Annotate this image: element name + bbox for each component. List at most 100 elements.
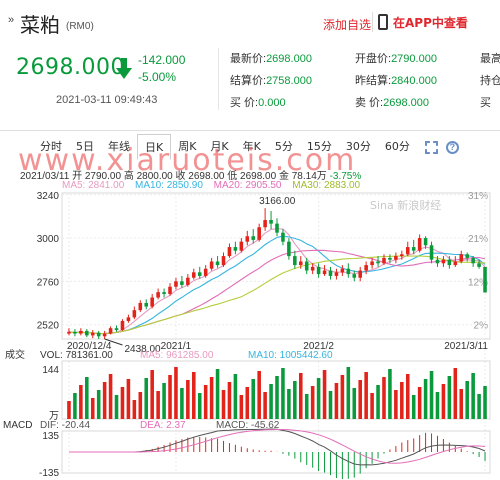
quote-field: 最新价:2698.000 xyxy=(230,50,312,66)
quote-field: 买 价:0.000 xyxy=(230,94,286,110)
info-open: 开 2790.00 xyxy=(72,171,122,182)
quote-field: 持仓 xyxy=(480,72,500,88)
ma5-label: MA5: 2841.00 xyxy=(62,180,125,191)
quote-field-label: 最高 xyxy=(480,53,500,65)
volume-bar xyxy=(364,372,368,419)
volume-bar xyxy=(334,383,339,419)
kline-chart[interactable]: 3240 31% 3000 21% 2760 12% 2520 2% 2020/12/4 2021… xyxy=(0,131,500,480)
candle-body xyxy=(85,330,89,336)
volume-axis-label: 万 xyxy=(49,411,59,422)
candle-body xyxy=(394,256,398,260)
ma10-line xyxy=(68,235,486,335)
candle-body xyxy=(144,302,149,307)
volume-bar xyxy=(245,387,250,419)
quote-field: 最高 xyxy=(480,50,500,66)
tab-period[interactable]: 5分 xyxy=(274,140,293,153)
volume-bar xyxy=(192,372,196,419)
volume-bar xyxy=(316,378,321,419)
volume-bar xyxy=(388,369,392,419)
ma10-label: MA10: 2850.90 xyxy=(135,180,203,191)
volume-bar xyxy=(429,371,434,419)
sina-finance-logo: Sina 新浪财经 xyxy=(370,198,441,212)
volume-bar xyxy=(67,401,71,419)
volume-bar xyxy=(269,384,273,419)
add-watchlist-button[interactable]: 添加自选 xyxy=(323,18,372,32)
candle-body xyxy=(79,330,83,334)
volume-bar xyxy=(251,379,256,419)
volume-bar xyxy=(257,371,261,419)
tab-period[interactable]: 30分 xyxy=(345,140,371,153)
volume-bar xyxy=(96,390,101,419)
volume-bar xyxy=(382,377,386,419)
candle-body xyxy=(67,331,71,334)
volume-bar xyxy=(233,374,238,419)
low-price-pointer xyxy=(104,338,123,346)
candle-body xyxy=(447,259,452,266)
candle-body xyxy=(429,245,434,260)
volume-bar xyxy=(322,370,327,419)
volume-bar xyxy=(346,367,351,419)
volume-bar xyxy=(435,392,440,419)
candle-body xyxy=(477,263,481,267)
candle-body xyxy=(150,297,154,307)
tab-period[interactable]: 60分 xyxy=(384,140,410,153)
candle-body xyxy=(174,281,178,287)
candle-body xyxy=(281,232,285,242)
volume-bar xyxy=(227,382,232,419)
tab-period[interactable]: 周K xyxy=(178,140,197,153)
kline-info: 2021/03/11 开 2790.00 高 2800.00 收 2698.00… xyxy=(20,167,361,182)
tab-period[interactable]: 日K xyxy=(137,134,172,160)
price-plot-frame xyxy=(61,192,491,340)
price-axis-label: 3000 xyxy=(37,234,60,245)
quote-field-label: 结算价: xyxy=(230,75,267,87)
ma20-line xyxy=(68,249,486,335)
quote-field-value: 2790.000 xyxy=(391,53,437,65)
tab-period[interactable]: 15分 xyxy=(306,140,332,153)
volume-bar xyxy=(304,394,309,419)
candle-body xyxy=(239,241,244,251)
change-percent: -5.00% xyxy=(138,70,177,84)
quote-field: 结算价:2758.000 xyxy=(230,72,312,88)
help-icon[interactable]: ? xyxy=(445,140,459,154)
candle-body xyxy=(221,256,226,266)
candle-body xyxy=(138,302,143,311)
volume-bar xyxy=(483,386,487,419)
candle-body xyxy=(423,238,428,246)
tab-period[interactable]: 年K xyxy=(242,140,261,153)
volume-bar xyxy=(138,392,143,419)
breadcrumb-icon[interactable]: » xyxy=(8,14,15,26)
tab-period[interactable]: 年线 xyxy=(108,140,130,153)
volume-bar xyxy=(239,395,244,419)
volume-ma5-label: MA5: 961285.00 xyxy=(140,350,214,361)
tab-period[interactable]: 分时 xyxy=(40,140,62,153)
quote-field: 昨结算:2840.000 xyxy=(355,72,437,88)
chart-tools: ? xyxy=(421,134,463,160)
tab-period[interactable]: 月K xyxy=(210,140,229,153)
volume-bar xyxy=(120,387,125,419)
candle-body xyxy=(73,331,77,334)
volume-bar xyxy=(400,382,404,419)
candle-body xyxy=(233,247,238,251)
candle-body xyxy=(322,270,327,275)
open-app-button[interactable]: 在APP中查看 xyxy=(378,11,468,33)
volume-bar xyxy=(471,373,475,419)
candle-body xyxy=(215,261,220,266)
tab-period[interactable]: 5日 xyxy=(76,140,94,153)
quote-field-label: 买 xyxy=(480,97,491,109)
volume-bar xyxy=(180,388,184,419)
ma20-label: MA20: 2905.50 xyxy=(213,180,282,191)
candle-body xyxy=(263,220,267,228)
candle-body xyxy=(162,292,166,294)
period-tabs: 分时 5日 年线 日K 周K 月K 年K 5分 15分 30分 60分? xyxy=(0,134,500,160)
phone-icon xyxy=(378,14,388,30)
fullscreen-icon[interactable] xyxy=(424,140,438,154)
candle-body xyxy=(180,281,184,285)
info-low: 低 2698.00 xyxy=(227,171,277,182)
candle-body xyxy=(471,257,475,264)
candle-body xyxy=(358,270,362,278)
volume-bar xyxy=(298,373,303,419)
volume-bar xyxy=(186,380,190,419)
candle-body xyxy=(114,328,119,330)
quote-field-value: 0.000 xyxy=(258,97,286,109)
open-app-label: 在APP中查看 xyxy=(393,15,468,30)
